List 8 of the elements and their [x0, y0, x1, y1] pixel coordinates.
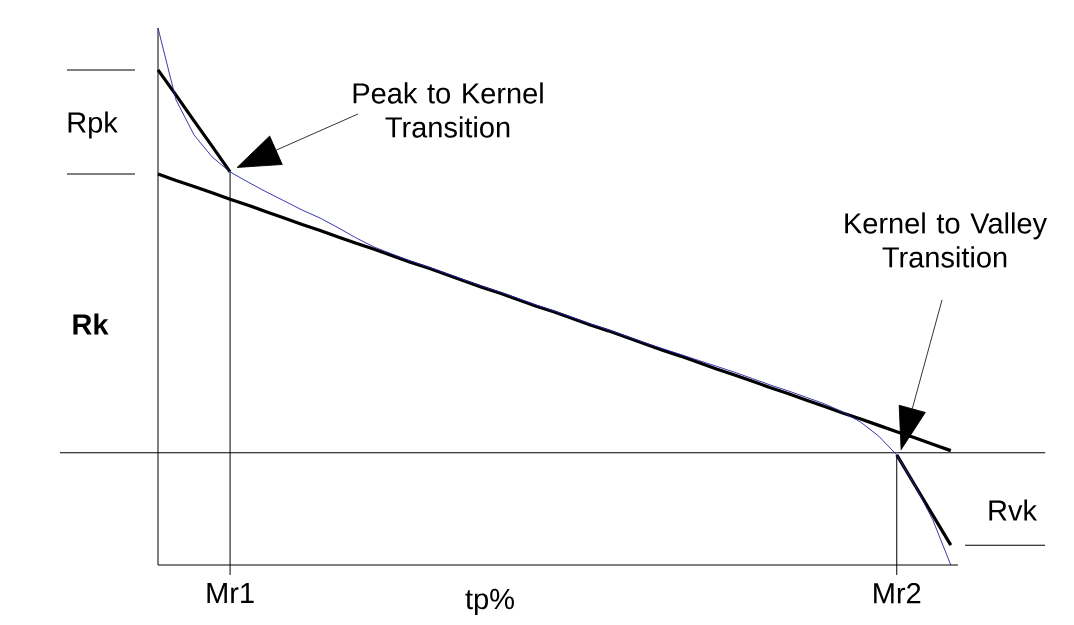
x-tick-label: Mr2: [874, 583, 921, 604]
annotation: Kernel to Valley Transition: [845, 212, 1048, 268]
x-tick-label: Mr1: [207, 583, 254, 604]
annotation: Peak to Kernel Transition: [353, 82, 543, 138]
text: Rvk: [989, 499, 1038, 521]
text: Rk: [73, 313, 109, 335]
x-axis-title: tp%: [465, 589, 514, 616]
text: Rpk: [68, 111, 118, 139]
